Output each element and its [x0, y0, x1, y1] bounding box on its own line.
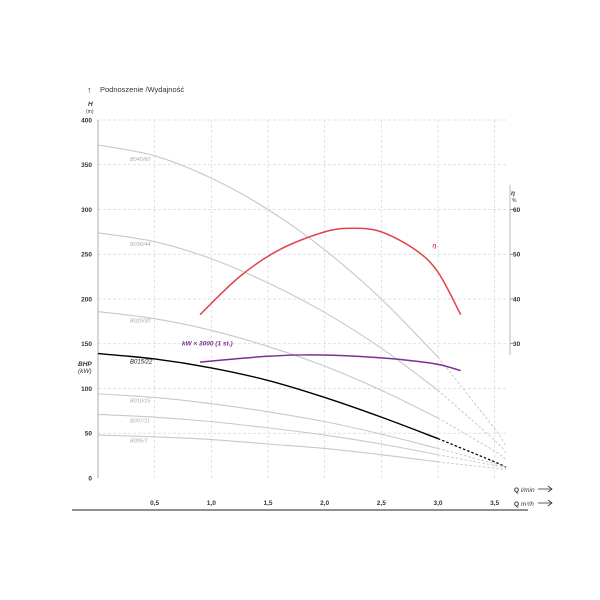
x-tick-label: 2,0	[320, 500, 329, 507]
x-tick-label: 0,5	[150, 500, 159, 507]
curve-tail-B007-11	[437, 454, 507, 469]
y-tick-label: 400	[81, 117, 92, 124]
x-tick-label: 2,5	[377, 500, 386, 507]
eff-tick-label: 40	[513, 296, 521, 303]
y-tick-label: 350	[81, 162, 92, 169]
y-tick-label: 150	[81, 341, 92, 348]
curve-B040-60	[97, 144, 439, 358]
y-tick-label: 300	[81, 207, 92, 214]
eff-tick-label: 30	[513, 341, 521, 348]
y-tick-label: 200	[81, 296, 92, 303]
curve-B030-44	[97, 232, 439, 391]
x-tick-label: 1,5	[263, 500, 272, 507]
series-label: B015/22	[130, 359, 153, 365]
series-label: B007/11	[130, 418, 150, 424]
y-tick-label: 0	[88, 475, 92, 482]
curve-tail-B005-7	[437, 461, 507, 471]
up-arrow-icon: ↑	[87, 85, 92, 95]
curve-tail-B030-44	[437, 389, 507, 454]
x-tick-label: 1,0	[207, 500, 216, 507]
curve-B010-15	[97, 393, 439, 449]
curve-B020-30	[97, 310, 439, 419]
curve-tail-B020-30	[437, 417, 507, 461]
series-labels: B040/60 B030/44 B020/30 B015/22 B010/15 B007/…	[130, 157, 436, 444]
chart-title: Podnoszenie /Wydajność	[100, 85, 184, 94]
series-label: B040/60	[130, 157, 151, 163]
efficiency-axis-label: η	[511, 190, 515, 197]
x-tick-label: 3,5	[490, 500, 499, 507]
power-curve-label: kW × 3000 (1 st.)	[182, 341, 233, 348]
power-curve	[199, 354, 461, 372]
series-label: B010/15	[130, 398, 151, 404]
y-tick-label: 250	[81, 252, 92, 259]
curve-B015-22	[97, 352, 439, 440]
efficiency-axis-unit: %	[512, 198, 517, 204]
series-curves	[97, 144, 507, 471]
x-axis-label-lmin: Q l/min	[514, 487, 535, 494]
tick-labels: 0 50 100 150 200 250 300 350 400 0,5 1,0 1,5 2,0 2,5 3…	[81, 117, 520, 507]
efficiency-curve	[199, 227, 462, 316]
curve-tail-B010-15	[437, 447, 507, 468]
grid	[98, 119, 506, 478]
eff-tick-label: 50	[513, 252, 521, 259]
bhp-label: BHP	[78, 361, 92, 368]
efficiency-curve-label: η	[432, 242, 436, 249]
x-tick-label: 3,0	[433, 500, 442, 507]
y-axis-unit: (m)	[86, 109, 94, 115]
bhp-unit: (kW)	[78, 368, 92, 375]
curve-B005-7	[97, 434, 439, 463]
curve-B007-11	[97, 413, 439, 456]
series-label: B030/44	[130, 242, 151, 248]
series-label: B020/30	[130, 319, 151, 325]
series-label: B005/7	[130, 438, 148, 444]
y-tick-label: 50	[85, 431, 93, 438]
curve-tail-B040-60	[437, 356, 507, 447]
x-axis-label-m3h: Q m³/h	[514, 501, 534, 508]
right-arrow-icon	[538, 485, 553, 507]
axes	[72, 120, 528, 511]
y-tick-label: 100	[81, 386, 92, 393]
eff-tick-label: 60	[513, 207, 521, 214]
y-axis-label: H	[88, 101, 93, 108]
